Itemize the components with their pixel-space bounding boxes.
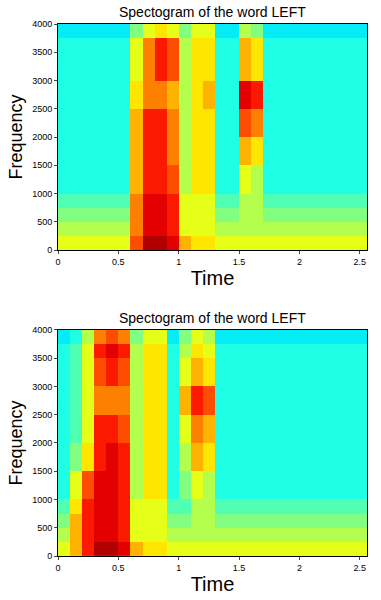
svg-text:0: 0 bbox=[55, 257, 60, 267]
svg-text:1000: 1000 bbox=[32, 189, 52, 199]
svg-text:3500: 3500 bbox=[32, 47, 52, 57]
svg-text:500: 500 bbox=[37, 523, 52, 533]
svg-text:3000: 3000 bbox=[32, 76, 52, 86]
svg-text:2: 2 bbox=[297, 257, 302, 267]
svg-text:1500: 1500 bbox=[32, 466, 52, 476]
svg-text:1000: 1000 bbox=[32, 495, 52, 505]
svg-text:2.5: 2.5 bbox=[354, 257, 367, 267]
svg-text:500: 500 bbox=[37, 217, 52, 227]
svg-text:2500: 2500 bbox=[32, 410, 52, 420]
svg-text:0: 0 bbox=[55, 563, 60, 573]
svg-text:2000: 2000 bbox=[32, 132, 52, 142]
svg-text:Time: Time bbox=[191, 573, 235, 595]
svg-text:Spectogram of the word LEFT: Spectogram of the word LEFT bbox=[119, 310, 306, 326]
svg-text:1.5: 1.5 bbox=[233, 563, 246, 573]
svg-text:Time: Time bbox=[191, 267, 235, 289]
svg-text:3000: 3000 bbox=[32, 382, 52, 392]
svg-text:1500: 1500 bbox=[32, 160, 52, 170]
svg-text:2000: 2000 bbox=[32, 438, 52, 448]
svg-text:4000: 4000 bbox=[32, 19, 52, 29]
svg-text:3500: 3500 bbox=[32, 353, 52, 363]
svg-text:1.5: 1.5 bbox=[233, 257, 246, 267]
svg-text:1: 1 bbox=[176, 563, 181, 573]
svg-text:2: 2 bbox=[297, 563, 302, 573]
svg-text:2500: 2500 bbox=[32, 104, 52, 114]
svg-text:4000: 4000 bbox=[32, 325, 52, 335]
svg-text:Spectogram of the word LEFT: Spectogram of the word LEFT bbox=[119, 4, 306, 20]
svg-text:1: 1 bbox=[176, 257, 181, 267]
svg-text:0.5: 0.5 bbox=[112, 257, 125, 267]
svg-text:Frequency: Frequency bbox=[6, 95, 26, 180]
svg-text:0: 0 bbox=[47, 551, 52, 561]
svg-text:Frequency: Frequency bbox=[6, 400, 26, 485]
svg-text:0.5: 0.5 bbox=[112, 563, 125, 573]
svg-text:2.5: 2.5 bbox=[354, 563, 367, 573]
svg-text:0: 0 bbox=[47, 245, 52, 255]
